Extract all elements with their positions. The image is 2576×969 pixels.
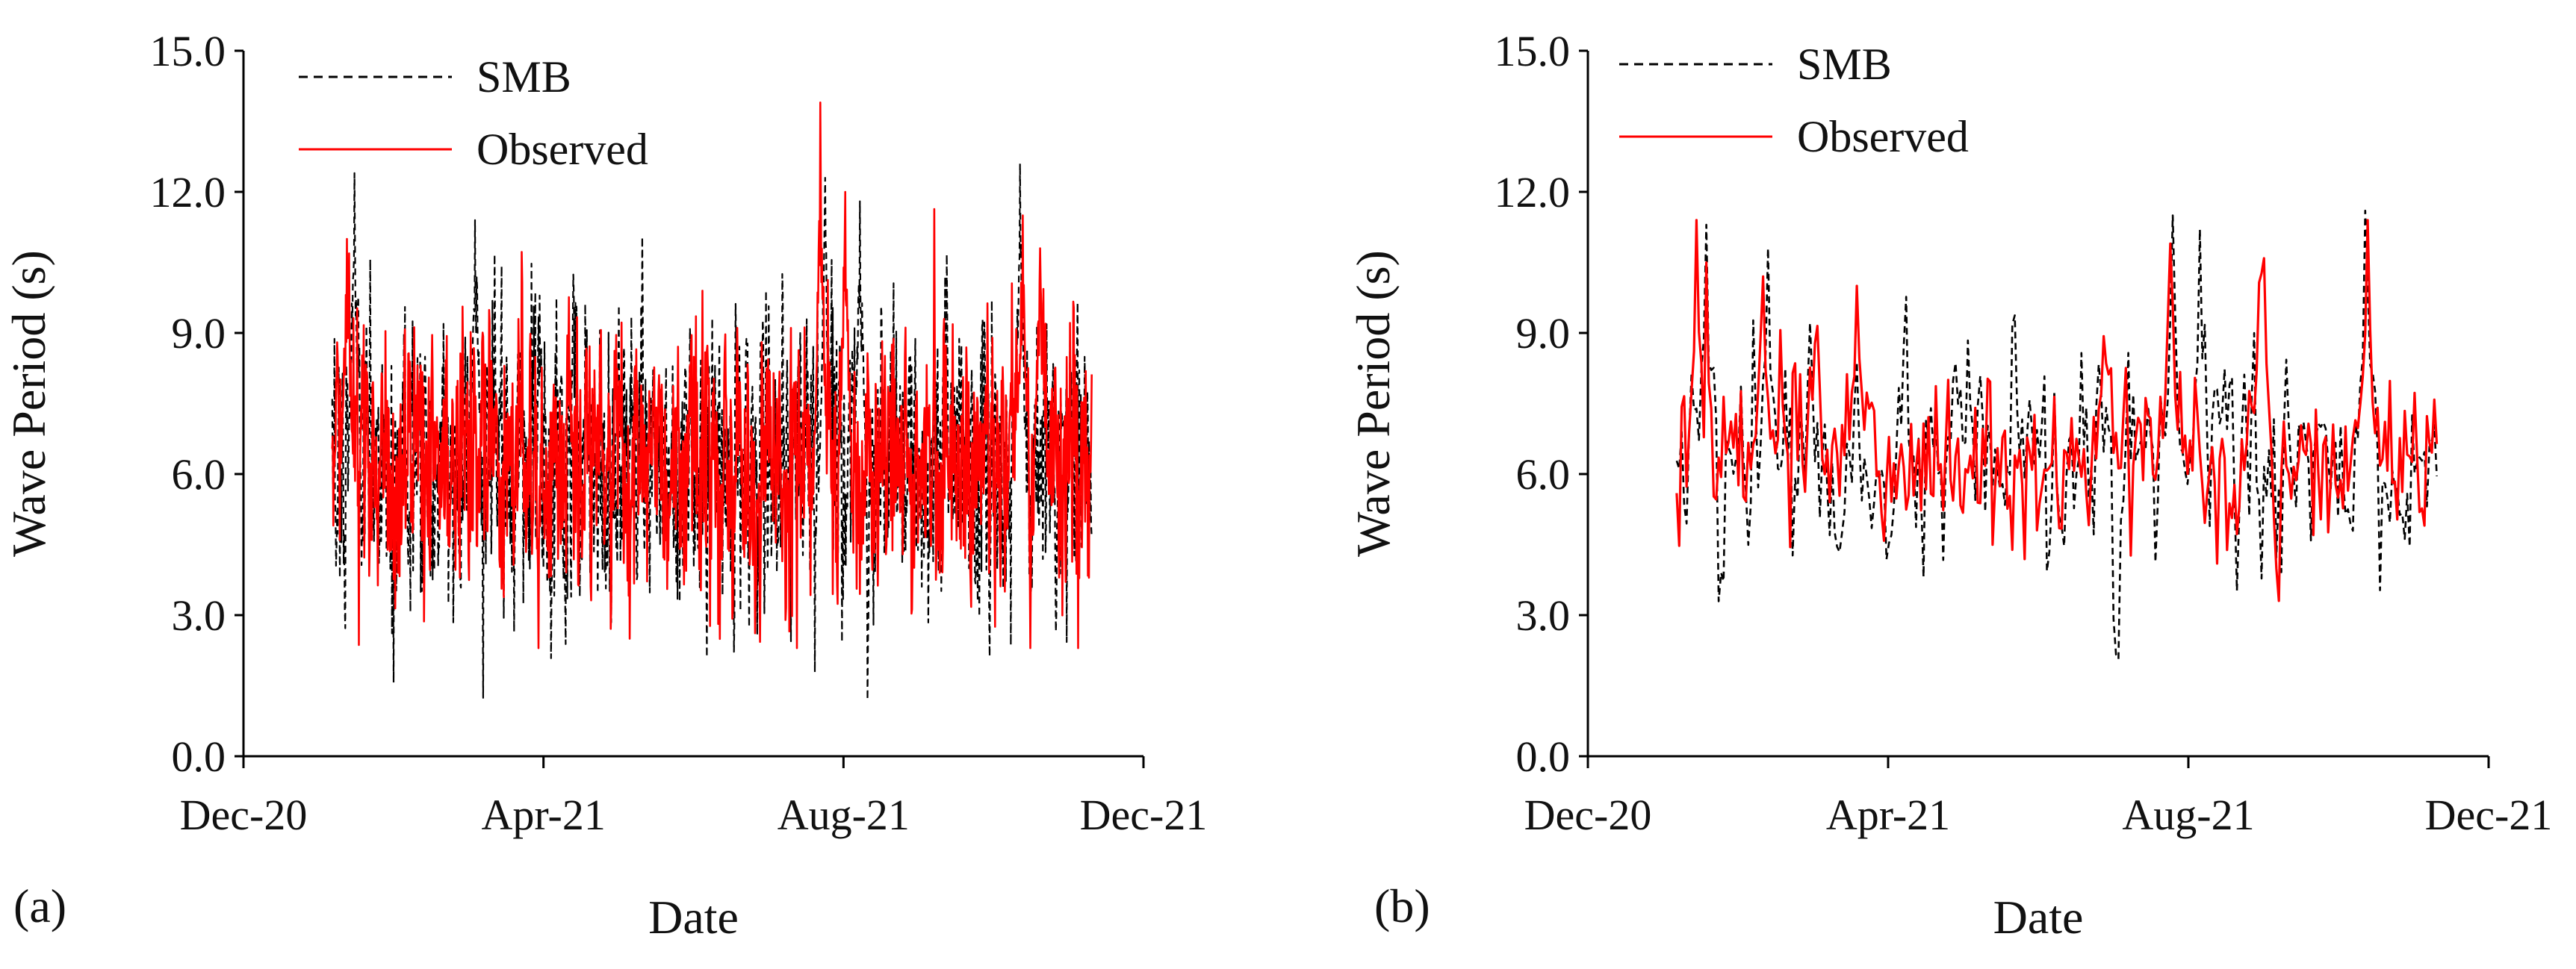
y-tick-label: 9.0	[1516, 309, 1571, 358]
panel-label: (a)	[13, 879, 66, 932]
y-tick-label: 6.0	[172, 450, 226, 499]
series-line-smb	[1675, 209, 2438, 661]
legend: SMB Observed	[1619, 40, 1969, 161]
legend: SMB Observed	[299, 52, 648, 174]
series-line-observed	[1675, 219, 2439, 602]
x-tick-label: Apr-21	[481, 791, 605, 839]
panel-label: (b)	[1374, 879, 1430, 932]
panel-b: 0.0 3.0 6.0 9.0 12.0 15.0 Dec-20 Apr-21 Aug-21 De…	[1347, 27, 2552, 944]
x-tick-label: Dec-20	[1524, 791, 1652, 839]
series-line-observed	[331, 102, 1093, 649]
y-axis-label: Wave Period (s)	[2, 250, 55, 557]
y-tick-label: 15.0	[150, 27, 226, 75]
x-axis-label: Date	[1993, 891, 2084, 944]
y-tick-label: 15.0	[1495, 27, 1571, 75]
y-tick-label: 0.0	[1516, 732, 1571, 781]
y-tick-label: 0.0	[172, 732, 226, 781]
y-tick-label: 3.0	[1516, 591, 1571, 640]
x-tick-label: Aug-21	[2122, 791, 2254, 839]
y-tick-label: 12.0	[150, 168, 226, 216]
legend-label-smb: SMB	[1797, 40, 1892, 89]
y-tick-label: 6.0	[1516, 450, 1571, 499]
legend-label-observed: Observed	[477, 125, 648, 174]
x-tick-label: Dec-21	[2425, 791, 2553, 839]
legend-label-smb: SMB	[477, 52, 571, 102]
x-tick-label: Aug-21	[778, 791, 910, 839]
x-tick-label: Dec-20	[180, 791, 308, 839]
x-tick-label: Dec-21	[1080, 791, 1208, 839]
y-axis-label: Wave Period (s)	[1347, 250, 1400, 557]
y-tick-label: 3.0	[172, 591, 226, 640]
legend-label-observed: Observed	[1797, 112, 1969, 161]
x-axis-label: Date	[648, 891, 739, 944]
y-tick-label: 9.0	[172, 309, 226, 358]
panel-a: 0.0 3.0 6.0 9.0 12.0 15.0 Dec-20 Apr-21 Aug-21 De…	[2, 27, 1207, 944]
x-tick-label: Apr-21	[1826, 791, 1950, 839]
y-tick-label: 12.0	[1495, 168, 1571, 216]
